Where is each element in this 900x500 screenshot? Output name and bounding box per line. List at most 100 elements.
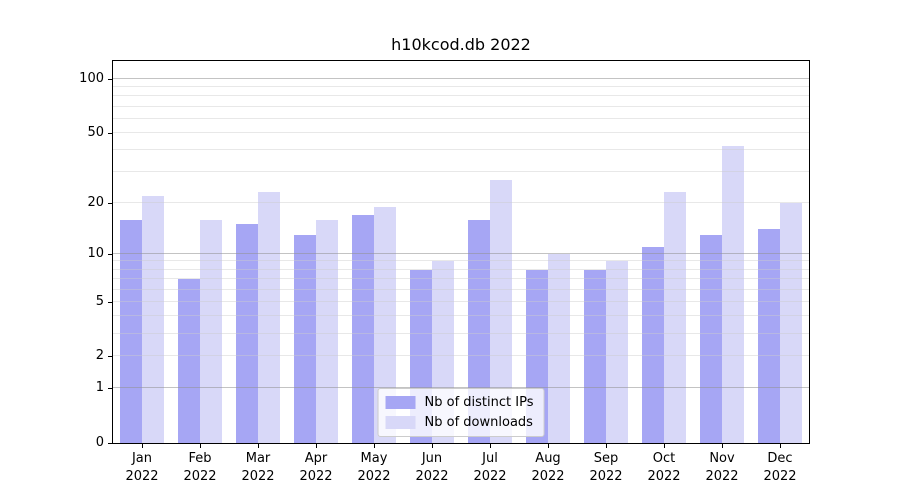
bar-may-downloads — [374, 206, 396, 443]
legend-label-distinct-ips: Nb of distinct IPs — [424, 395, 534, 410]
y-tick-label-5: 5 — [95, 293, 104, 309]
gridline-80 — [113, 95, 809, 97]
x-tick-label-sep: Sep 2022 — [589, 451, 623, 484]
y-tick-1 — [108, 388, 112, 390]
y-tick-0 — [108, 443, 112, 444]
bar-jul-downloads — [490, 180, 512, 443]
y-tick-label-100: 100 — [79, 71, 104, 87]
x-tick-nov — [722, 444, 723, 448]
chart-title: h10kcod.db 2022 — [391, 35, 531, 54]
x-tick-oct — [664, 444, 665, 448]
y-tick-100 — [108, 79, 112, 81]
bar-jan-distinct-ips — [120, 219, 142, 443]
x-tick-label-may: May 2022 — [357, 451, 391, 484]
gridline-7 — [113, 278, 809, 280]
bar-group-dec — [751, 61, 809, 443]
bar-sep-downloads — [606, 261, 628, 443]
legend: Nb of distinct IPs Nb of downloads — [377, 388, 545, 437]
gridline-70 — [113, 105, 809, 107]
x-tick-label-oct: Oct 2022 — [647, 451, 681, 484]
y-tick-50 — [108, 132, 112, 134]
bar-dec-downloads — [780, 202, 802, 443]
bar-dec-distinct-ips — [758, 229, 780, 443]
gridline-2 — [113, 355, 809, 357]
x-tick-dec — [780, 444, 781, 448]
x-tick-label-jan: Jan 2022 — [125, 451, 159, 484]
bar-feb-downloads — [200, 219, 222, 443]
gridline-60 — [113, 117, 809, 119]
bar-group-sep — [577, 61, 635, 443]
gridline-9 — [113, 260, 809, 262]
bar-jul-distinct-ips — [468, 219, 490, 443]
bar-group-jan — [113, 61, 171, 443]
x-tick-label-aug: Aug 2022 — [531, 451, 565, 484]
bar-sep-distinct-ips — [584, 269, 606, 443]
bar-group-mar — [229, 61, 287, 443]
y-tick-label-1: 1 — [95, 380, 104, 396]
bar-group-may — [345, 61, 403, 443]
gridline-1 — [113, 387, 809, 389]
x-tick-label-dec: Dec 2022 — [763, 451, 797, 484]
gridline-4 — [113, 315, 809, 317]
legend-item-downloads: Nb of downloads — [385, 415, 534, 430]
gridline-90 — [113, 86, 809, 88]
bar-group-nov — [693, 61, 751, 443]
bar-oct-distinct-ips — [642, 247, 664, 443]
x-tick-mar — [258, 444, 259, 448]
x-tick-label-mar: Mar 2022 — [241, 451, 275, 484]
x-tick-may — [374, 444, 375, 448]
x-tick-label-jul: Jul 2022 — [473, 451, 507, 484]
y-tick-label-10: 10 — [87, 245, 104, 261]
gridline-6 — [113, 288, 809, 290]
bar-apr-distinct-ips — [294, 234, 316, 443]
legend-swatch-downloads — [385, 416, 416, 429]
bar-may-distinct-ips — [352, 215, 374, 443]
y-tick-5 — [108, 301, 112, 303]
x-tick-jan — [142, 444, 143, 448]
bar-jan-downloads — [142, 195, 164, 443]
plot-area: Nb of distinct IPs Nb of downloads — [112, 60, 810, 444]
gridline-10 — [113, 252, 809, 254]
legend-swatch-distinct-ips — [385, 396, 416, 409]
x-tick-apr — [316, 444, 317, 448]
x-tick-label-feb: Feb 2022 — [183, 451, 217, 484]
y-tick-label-50: 50 — [87, 124, 104, 140]
x-tick-label-apr: Apr 2022 — [299, 451, 333, 484]
bar-feb-distinct-ips — [178, 279, 200, 443]
x-tick-label-nov: Nov 2022 — [705, 451, 739, 484]
x-tick-jul — [490, 444, 491, 448]
y-tick-label-0: 0 — [95, 435, 104, 450]
x-tick-aug — [548, 444, 549, 448]
gridline-100 — [113, 78, 809, 80]
bar-aug-downloads — [548, 253, 570, 443]
bar-mar-downloads — [258, 192, 280, 443]
gridline-40 — [113, 149, 809, 151]
bar-group-oct — [635, 61, 693, 443]
bar-group-jul — [461, 61, 519, 443]
bar-nov-distinct-ips — [700, 234, 722, 443]
x-tick-jun — [432, 444, 433, 448]
y-tick-2 — [108, 356, 112, 358]
x-tick-sep — [606, 444, 607, 448]
y-tick-20 — [108, 202, 112, 204]
y-tick-label-2: 2 — [95, 348, 104, 364]
gridline-3 — [113, 332, 809, 334]
legend-item-distinct-ips: Nb of distinct IPs — [385, 395, 534, 410]
gridline-30 — [113, 171, 809, 173]
bar-group-feb — [171, 61, 229, 443]
bar-oct-downloads — [664, 192, 686, 443]
x-tick-feb — [200, 444, 201, 448]
bar-mar-distinct-ips — [236, 224, 258, 443]
x-tick-label-jun: Jun 2022 — [415, 451, 449, 484]
y-tick-10 — [108, 253, 112, 255]
bar-apr-downloads — [316, 219, 338, 443]
bar-group-apr — [287, 61, 345, 443]
y-tick-label-20: 20 — [87, 194, 104, 210]
gridline-20 — [113, 201, 809, 203]
gridline-5 — [113, 300, 809, 302]
legend-label-downloads: Nb of downloads — [424, 415, 533, 430]
gridline-8 — [113, 268, 809, 270]
gridline-50 — [113, 131, 809, 133]
bar-nov-downloads — [722, 146, 744, 443]
